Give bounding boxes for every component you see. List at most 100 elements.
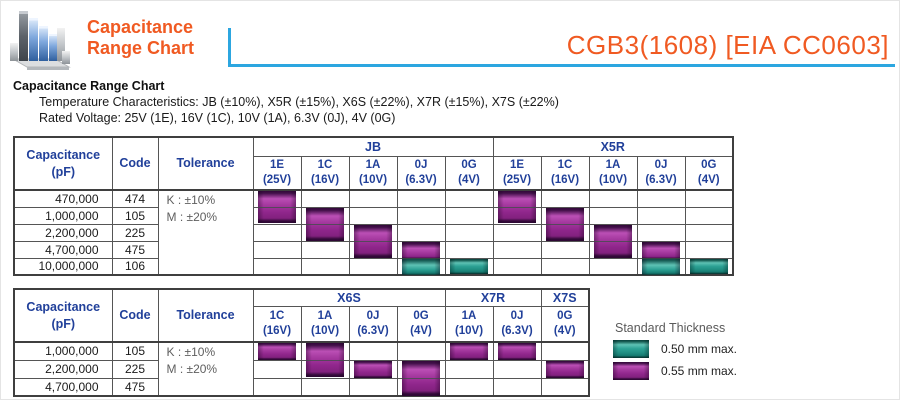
range-cell (540, 359, 590, 379)
capacitance-range-table-jb-x5r: Capacitance (pF) Code Tolerance JB X5R 1… (13, 136, 734, 276)
tolerance-note: K : ±10% M : ±20% (157, 189, 254, 276)
voltage-code: 1A (365, 159, 381, 172)
logo-title: Capacitance Range Chart (87, 17, 195, 58)
range-cell (396, 341, 446, 361)
range-cell (300, 206, 350, 241)
table-row: 10,000,000 106 (13, 257, 734, 276)
table-row: 4,700,000 475 (13, 377, 590, 397)
range-cell (684, 257, 734, 276)
voltage-code: 0J (366, 310, 380, 323)
code-value: 105 (111, 341, 159, 361)
rated-voltage-line: Rated Voltage: 25V (1E), 16V (1C), 10V (… (39, 111, 396, 125)
range-cell (252, 377, 302, 397)
voltage-header-jb-1a: 1A (10V) (348, 155, 398, 191)
range-cell (684, 189, 734, 208)
code-value: 475 (111, 240, 159, 259)
column-header-capacitance: Capacitance (pF) (13, 136, 113, 191)
capacitor-chip-icon (258, 191, 296, 223)
legend-item-050mm: 0.50 mm max. (613, 340, 737, 358)
tolerance-line-k: K : ±10% (166, 193, 216, 207)
range-cell (540, 189, 590, 208)
capacitor-chip-icon (450, 343, 488, 360)
group-header-x7s: X7S (540, 288, 590, 307)
group-header-x6s: X6S (252, 288, 446, 307)
voltage-value: (10V) (310, 324, 340, 337)
capacitor-chip-icon (306, 207, 344, 241)
range-cell (588, 189, 638, 208)
capacitance-value: 1,000,000 (13, 341, 113, 361)
capacitance-value: 10,000,000 (13, 257, 113, 276)
voltage-code: 0J (414, 159, 428, 172)
voltage-value: (10V) (358, 173, 388, 186)
range-cell (348, 223, 398, 258)
range-cell (636, 240, 686, 275)
range-cell (588, 257, 638, 276)
voltage-header-x6s-1c: 1C (16V) (252, 305, 302, 343)
capacitance-value: 2,200,000 (13, 359, 113, 379)
voltage-code: 1A (317, 310, 333, 323)
range-cell (492, 223, 542, 242)
table-row: 2,200,000 225 (13, 223, 734, 258)
voltage-code: 1C (269, 310, 285, 323)
voltage-header-x5r-1c: 1C (16V) (540, 155, 590, 191)
voltage-value: (25V) (262, 173, 292, 186)
range-cell (444, 206, 494, 225)
table-row: 470,000 474 K : ±10% M : ±20% (13, 189, 734, 276)
range-cell (348, 257, 398, 276)
range-cell (444, 341, 494, 361)
voltage-header-x5r-0g: 0G (4V) (684, 155, 734, 191)
range-cell (252, 341, 302, 361)
standard-thickness-legend: Standard Thickness 0.50 mm max. 0.55 mm … (613, 321, 737, 380)
range-cell (348, 206, 398, 225)
voltage-code: 1A (461, 310, 477, 323)
range-cell (540, 206, 590, 241)
code-value: 475 (111, 377, 159, 397)
range-cell (444, 359, 494, 379)
voltage-value: (4V) (410, 324, 432, 337)
capacitance-range-table-x6s-x7r-x7s: Capacitance (pF) Code Tolerance X6S X7R … (13, 288, 590, 397)
part-number-title: CGB3(1608) [EIA CC0603] (566, 30, 889, 60)
column-header-tolerance: Tolerance (157, 136, 254, 191)
legend-title: Standard Thickness (615, 321, 726, 335)
range-cell (444, 189, 494, 208)
table-row: 2,200,000 225 (13, 359, 590, 396)
section-heading: Capacitance Range Chart (13, 79, 165, 93)
range-cell (252, 257, 302, 276)
range-cell (252, 189, 302, 223)
voltage-header-jb-1c: 1C (16V) (300, 155, 350, 191)
capacitor-chip-icon (402, 241, 440, 275)
group-header-jb: JB (252, 136, 494, 157)
voltage-code: 1C (317, 159, 333, 172)
column-header-tolerance: Tolerance (157, 288, 254, 343)
tolerance-line-m: M : ±20% (166, 210, 218, 224)
column-header-code: Code (111, 288, 159, 343)
range-cell (252, 240, 302, 259)
legend-label: 0.55 mm max. (661, 364, 738, 378)
range-cell (492, 341, 542, 361)
voltage-value: (16V) (262, 324, 292, 337)
capacitor-chip-icon (498, 191, 536, 223)
capacitor-chip-icon (354, 360, 392, 378)
voltage-header-jb-0g: 0G (4V) (444, 155, 494, 191)
voltage-value: (4V) (458, 173, 480, 186)
legend-label: 0.50 mm max. (661, 342, 738, 356)
temperature-characteristics-line: Temperature Characteristics: JB (±10%), … (39, 95, 559, 109)
voltage-value: (10V) (454, 324, 484, 337)
voltage-header-x5r-1e: 1E (25V) (492, 155, 542, 191)
range-cell (492, 189, 542, 223)
voltage-header-x5r-0j: 0J (6.3V) (636, 155, 686, 191)
code-value: 106 (111, 257, 159, 276)
capacitor-stack-logo-icon (10, 11, 71, 70)
intro-block: Capacitance Range Chart Temperature Char… (13, 79, 559, 125)
capacitance-value: 1,000,000 (13, 206, 113, 225)
voltage-code: 0G (413, 310, 429, 323)
tolerance-line-k: K : ±10% (166, 345, 216, 359)
capacitance-value: 4,700,000 (13, 377, 113, 397)
capacitor-chip-icon (546, 207, 584, 241)
capacitor-chip-icon (258, 343, 296, 360)
group-header-row: Capacitance (pF) Code Tolerance X6S X7R … (13, 288, 590, 343)
range-cell (540, 240, 590, 259)
range-cell (540, 377, 590, 397)
capacitor-chip-icon (450, 258, 488, 274)
